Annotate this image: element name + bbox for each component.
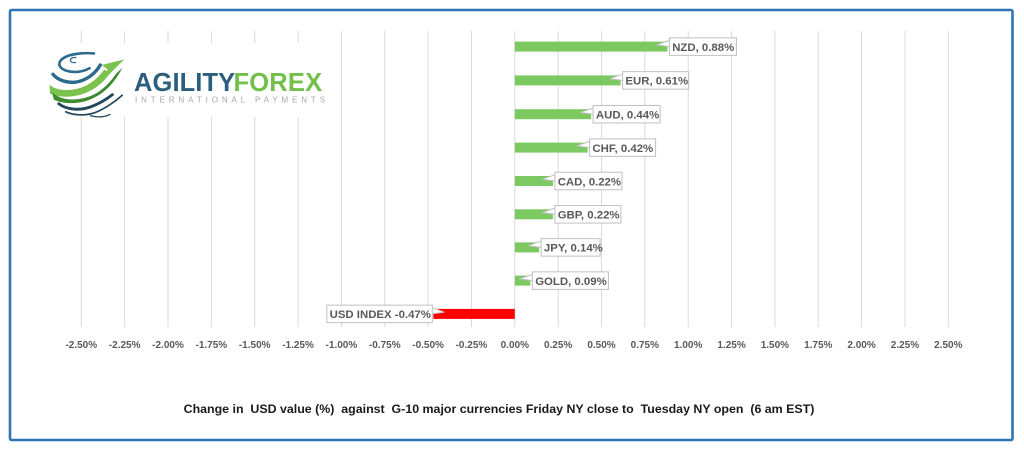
svg-text:GBP, 0.22%: GBP, 0.22% [558, 210, 620, 222]
svg-text:-1.50%: -1.50% [239, 340, 271, 351]
svg-text:0.25%: 0.25% [544, 340, 572, 351]
svg-text:-1.00%: -1.00% [326, 340, 358, 351]
svg-text:1.00%: 1.00% [674, 340, 702, 351]
svg-text:-0.25%: -0.25% [456, 340, 488, 351]
svg-text:-1.75%: -1.75% [196, 340, 228, 351]
svg-text:2.25%: 2.25% [891, 340, 919, 351]
svg-text:JPY, 0.14%: JPY, 0.14% [544, 243, 603, 255]
svg-text:Change in USD value (%) agai: Change in USD value (%) against G-10 maj… [184, 402, 815, 416]
svg-text:1.50%: 1.50% [761, 340, 789, 351]
svg-text:0.00%: 0.00% [501, 340, 529, 351]
svg-text:-2.50%: -2.50% [65, 340, 97, 351]
svg-text:-0.50%: -0.50% [412, 340, 444, 351]
svg-text:AGILITY: AGILITY [134, 69, 235, 97]
svg-text:AUD, 0.44%: AUD, 0.44% [596, 110, 659, 122]
svg-text:USD INDEX -0.47%: USD INDEX -0.47% [330, 309, 431, 321]
svg-text:EUR, 0.61%: EUR, 0.61% [625, 76, 688, 88]
svg-text:CAD, 0.22%: CAD, 0.22% [558, 176, 621, 188]
svg-text:0.50%: 0.50% [587, 340, 615, 351]
svg-text:CHF, 0.42%: CHF, 0.42% [592, 143, 653, 155]
svg-text:FOREX: FOREX [234, 69, 323, 97]
svg-text:1.25%: 1.25% [717, 340, 745, 351]
svg-text:-2.00%: -2.00% [152, 340, 184, 351]
svg-text:2.00%: 2.00% [847, 340, 875, 351]
svg-text:-1.25%: -1.25% [282, 340, 314, 351]
svg-text:-0.75%: -0.75% [369, 340, 401, 351]
svg-text:GOLD, 0.09%: GOLD, 0.09% [535, 276, 607, 288]
svg-text:NZD, 0.88%: NZD, 0.88% [672, 42, 734, 54]
svg-text:INTERNATIONAL PAYMENTS: INTERNATIONAL PAYMENTS [135, 96, 329, 105]
svg-text:2.50%: 2.50% [934, 340, 962, 351]
svg-text:-2.25%: -2.25% [109, 340, 141, 351]
svg-text:0.75%: 0.75% [631, 340, 659, 351]
svg-text:1.75%: 1.75% [804, 340, 832, 351]
